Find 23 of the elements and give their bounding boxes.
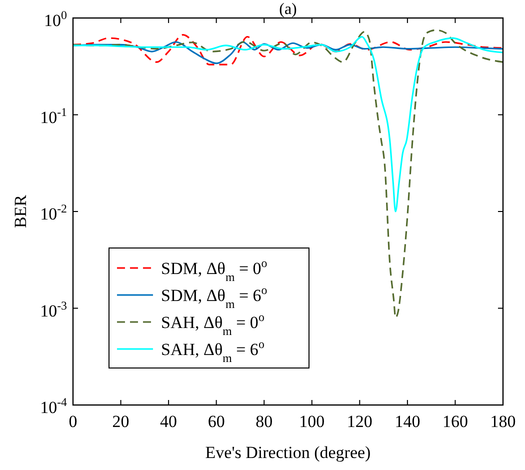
y-tick-label: 10$^{-1}$: [40, 104, 68, 127]
legend-label: SDM, Δθ$_{m}$ = 6$^{o}$: [161, 283, 268, 311]
x-tick-label: 100: [299, 412, 325, 431]
x-tick-label: 160: [442, 412, 468, 431]
x-tick-label: 20: [112, 412, 130, 431]
line-series: [72, 36, 504, 212]
chart-title: (a): [279, 1, 297, 18]
x-tick-label: 80: [256, 412, 273, 431]
y-tick-label: 10$^{-4}$: [40, 395, 68, 417]
y-axis-title: BER: [11, 194, 30, 228]
legend-label: SAH, Δθ$_{m}$ = 6$^{o}$: [161, 337, 264, 365]
x-tick-label: 140: [394, 412, 420, 431]
x-tick-label: 60: [208, 412, 225, 431]
y-tick-label: 10$^{-3}$: [40, 298, 68, 320]
y-tick-label: 10$^{0}$: [44, 8, 68, 30]
x-tick-label: 0: [68, 412, 78, 431]
x-tick-label: 40: [160, 412, 178, 431]
legend-label: SAH, Δθ$_{m}$ = 0$^{o}$: [161, 310, 264, 338]
x-axis-title: Eve's Direction (degree): [205, 443, 371, 462]
x-tick-label: 120: [346, 412, 372, 431]
y-tick-label: 10$^{-2}$: [40, 202, 68, 224]
x-tick-label: 180: [490, 412, 516, 431]
legend-label: SDM, Δθ$_{m}$ = 0$^{o}$: [161, 256, 268, 284]
